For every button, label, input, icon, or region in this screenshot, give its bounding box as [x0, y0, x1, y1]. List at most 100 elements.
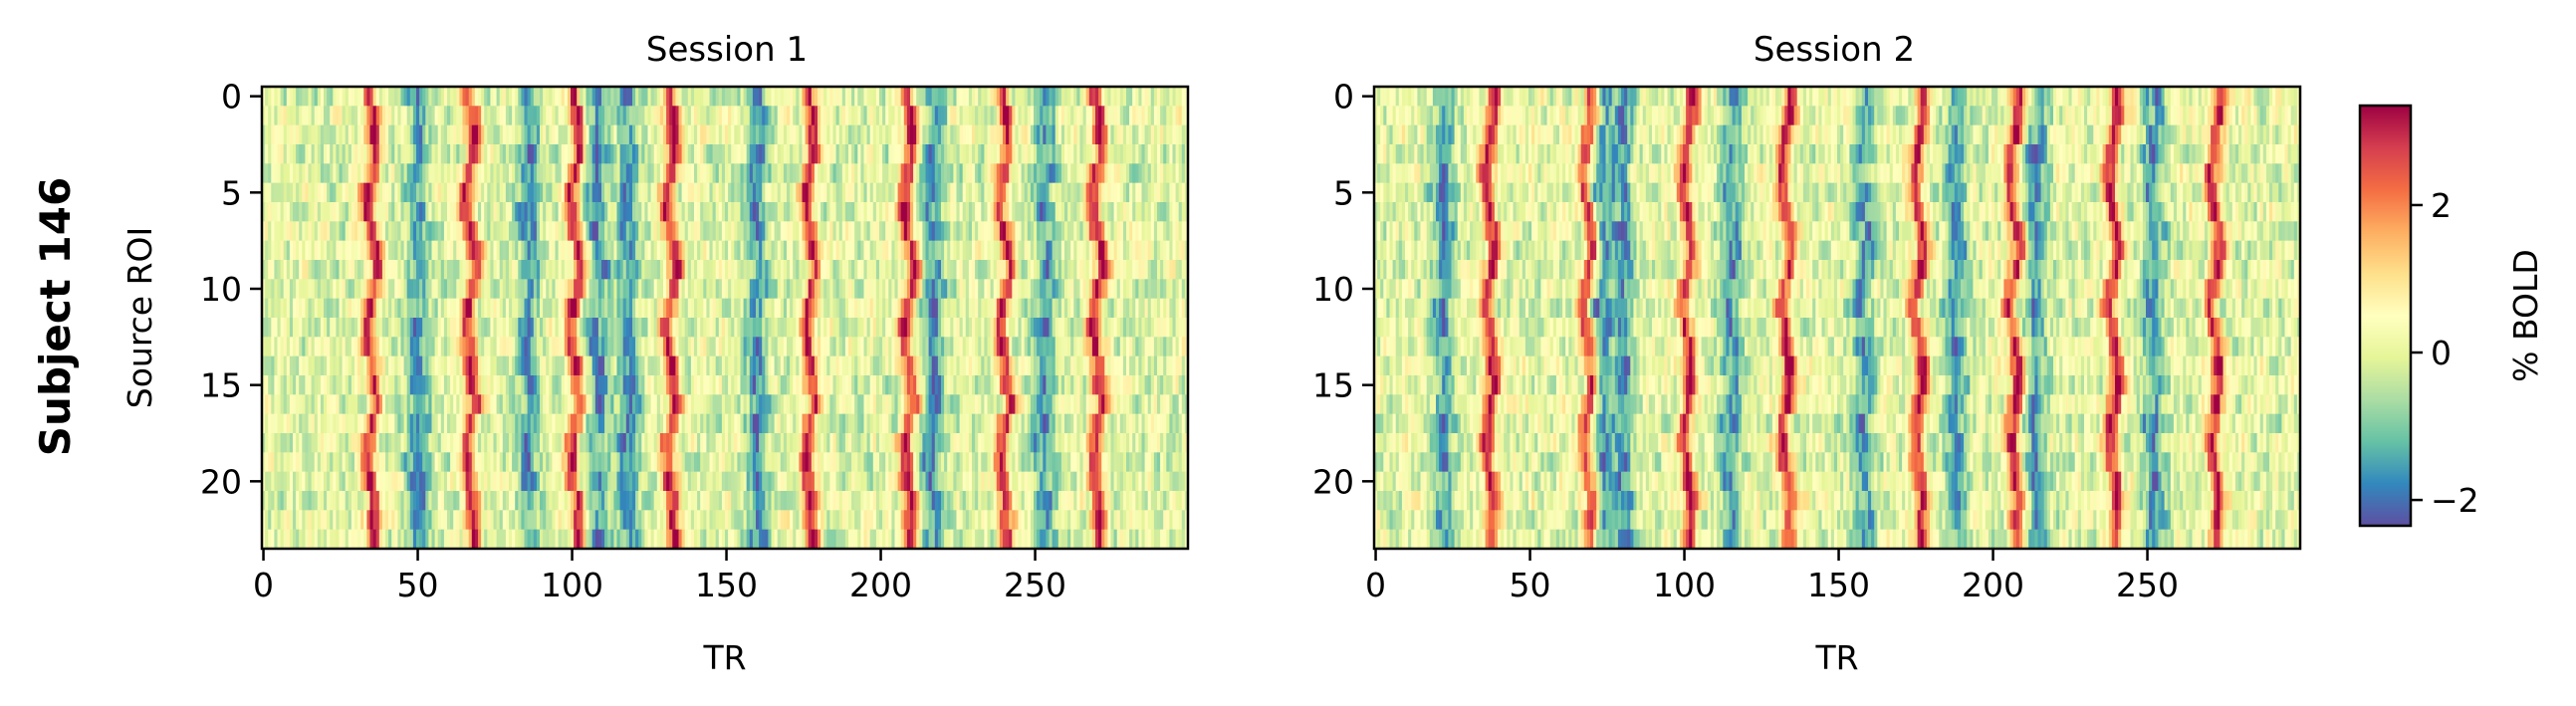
- heatmap-cell: [1116, 202, 1121, 222]
- heatmap-cell: [1037, 182, 1041, 203]
- heatmap-cell: [289, 221, 294, 242]
- heatmap-cell: [296, 124, 300, 145]
- heatmap-cell: [959, 202, 964, 222]
- heatmap-cell: [959, 106, 964, 126]
- heatmap-cell: [774, 202, 779, 222]
- heatmap-cell: [533, 87, 538, 107]
- heatmap-cell: [1163, 163, 1167, 184]
- heatmap-cell: [289, 318, 294, 338]
- heatmap-cell: [425, 144, 429, 164]
- heatmap-cell: [700, 337, 704, 357]
- heatmap-cell: [493, 394, 498, 415]
- heatmap-cell: [324, 202, 328, 222]
- heatmap-cell: [450, 144, 454, 164]
- heatmap-cell: [459, 144, 464, 164]
- heatmap-cell: [1110, 221, 1115, 242]
- heatmap-cell: [416, 106, 420, 126]
- heatmap-cell: [616, 163, 621, 184]
- heatmap-cell: [802, 202, 807, 222]
- heatmap-cell: [910, 182, 914, 203]
- heatmap-cell: [564, 355, 569, 376]
- heatmap-cell: [666, 394, 670, 415]
- heatmap-cell: [725, 163, 729, 184]
- heatmap-cell: [509, 144, 513, 164]
- heatmap-cell: [571, 124, 575, 145]
- heatmap-cell: [783, 298, 788, 319]
- heatmap-cell: [431, 163, 436, 184]
- heatmap-cell: [1104, 337, 1108, 357]
- heatmap-cell: [1040, 182, 1044, 203]
- heatmap-cell: [487, 318, 491, 338]
- heatmap-cell: [863, 124, 868, 145]
- heatmap-cell: [440, 202, 445, 222]
- heatmap-cell: [848, 182, 852, 203]
- heatmap-cell: [818, 163, 821, 184]
- heatmap-cell: [721, 240, 726, 261]
- heatmap-cell: [851, 298, 855, 319]
- heatmap-cell: [1132, 260, 1136, 280]
- heatmap-cell: [653, 182, 658, 203]
- heatmap-cell: [1091, 375, 1096, 395]
- heatmap-cell: [481, 394, 485, 415]
- heatmap-cell: [666, 355, 670, 376]
- heatmap-cell: [913, 240, 917, 261]
- heatmap-cell: [783, 337, 788, 357]
- heatmap-cell: [829, 240, 834, 261]
- heatmap-cell: [616, 260, 621, 280]
- heatmap-cell: [1067, 221, 1071, 242]
- heatmap-cell: [549, 298, 553, 319]
- heatmap-cell: [434, 337, 439, 357]
- heatmap-cell: [447, 106, 451, 126]
- heatmap-cell: [1122, 106, 1127, 126]
- heatmap-cell: [363, 279, 367, 300]
- heatmap-cell: [805, 394, 810, 415]
- heatmap-cell: [1067, 318, 1071, 338]
- heatmap-cell: [799, 87, 804, 107]
- heatmap-cell: [1095, 163, 1099, 184]
- heatmap-cell: [1122, 221, 1127, 242]
- heatmap-cell: [1003, 279, 1007, 300]
- heatmap-cell: [635, 337, 639, 357]
- heatmap-cell: [1107, 240, 1112, 261]
- heatmap-cell: [490, 240, 495, 261]
- heatmap-cell: [1141, 144, 1146, 164]
- heatmap-cell: [555, 260, 560, 280]
- heatmap-cell: [397, 87, 402, 107]
- heatmap-cell: [1135, 337, 1139, 357]
- heatmap-cell: [564, 163, 569, 184]
- heatmap-cell: [675, 163, 680, 184]
- heatmap-cell: [378, 298, 383, 319]
- heatmap-cell: [577, 260, 581, 280]
- heatmap-cell: [777, 318, 782, 338]
- heatmap-cell: [706, 355, 711, 376]
- heatmap-cell: [820, 298, 824, 319]
- heatmap-cell: [1138, 182, 1143, 203]
- heatmap-cell: [984, 182, 989, 203]
- heatmap-cell: [530, 337, 535, 357]
- heatmap-cell: [1181, 202, 1186, 222]
- heatmap-cell: [1006, 221, 1010, 242]
- heatmap-cell: [533, 182, 538, 203]
- heatmap-cell: [1122, 202, 1127, 222]
- heatmap-cell: [950, 318, 954, 338]
- heatmap-cell: [1030, 375, 1035, 395]
- heatmap-cell: [968, 163, 973, 184]
- heatmap-cell: [638, 318, 642, 338]
- heatmap-cell: [1073, 279, 1077, 300]
- heatmap-cell: [823, 240, 827, 261]
- heatmap-cell: [944, 260, 948, 280]
- heatmap-cell: [820, 221, 824, 242]
- heatmap-cell: [681, 337, 686, 357]
- heatmap-cell: [959, 221, 964, 242]
- heatmap-cell: [512, 260, 516, 280]
- heatmap-cell: [622, 240, 627, 261]
- heatmap-cell: [333, 279, 337, 300]
- heatmap-cell: [672, 106, 676, 126]
- heatmap-cell: [666, 87, 670, 107]
- heatmap-cell: [406, 163, 411, 184]
- heatmap-cell: [934, 298, 939, 319]
- heatmap-cell: [1144, 240, 1149, 261]
- heatmap-cell: [641, 182, 645, 203]
- heatmap-cell: [740, 260, 745, 280]
- heatmap-cell: [406, 106, 411, 126]
